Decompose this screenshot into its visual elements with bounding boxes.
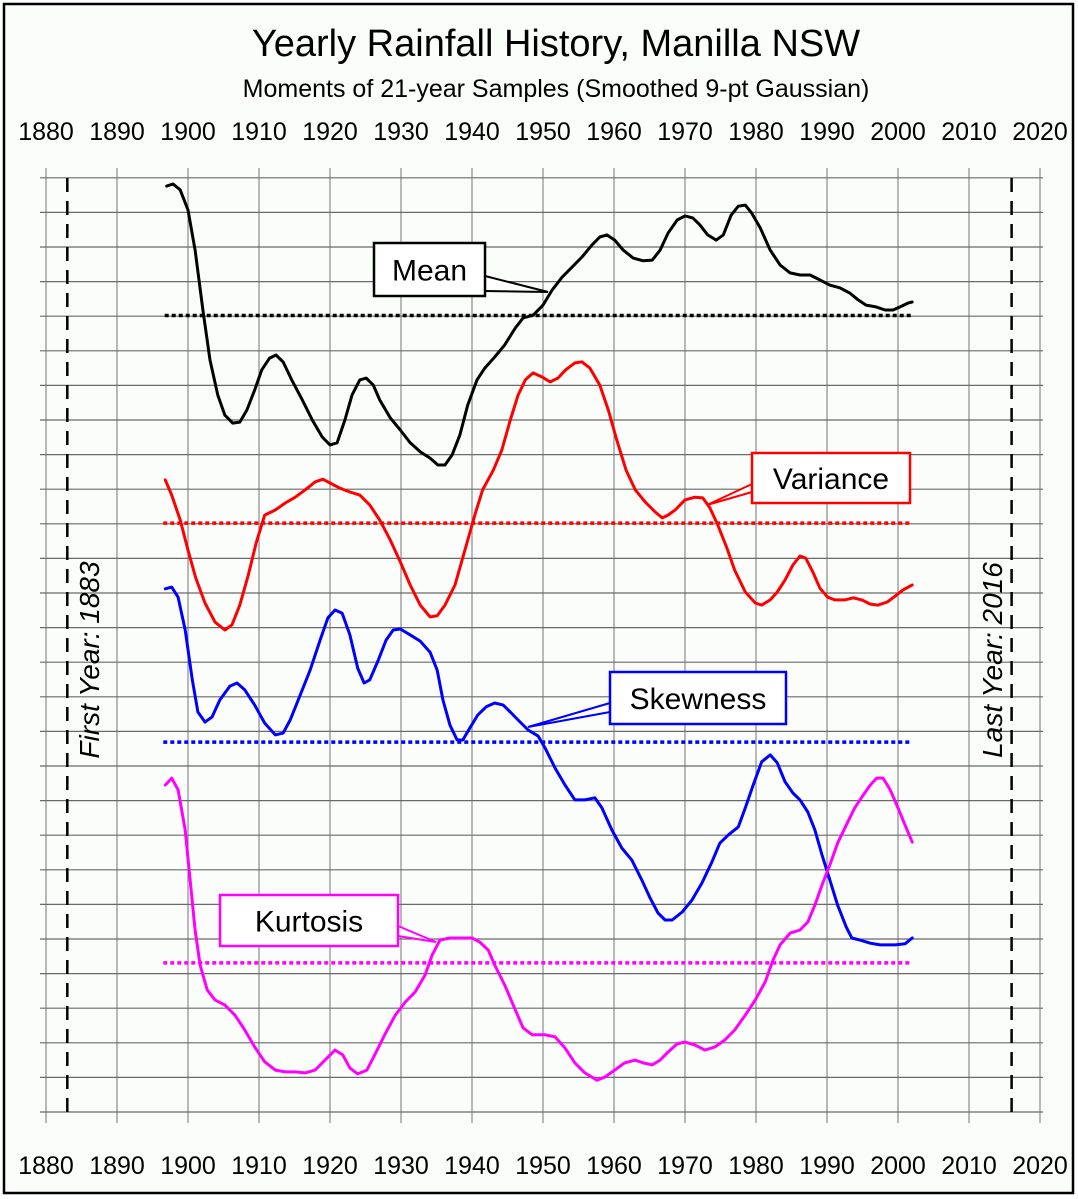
- variance-label: Variance: [773, 463, 889, 496]
- x-tick-label: 2000: [870, 1152, 926, 1180]
- year-markers: [66, 178, 1013, 1112]
- x-tick-label: 2020: [1012, 118, 1068, 146]
- x-tick-label: 1950: [515, 1152, 571, 1180]
- x-tick-label: 1930: [373, 118, 429, 146]
- x-tick-label: 1950: [515, 118, 571, 146]
- x-tick-label: 2020: [1012, 1152, 1068, 1180]
- x-tick-label: 1900: [160, 118, 216, 146]
- x-ticks-bottom: 1880 1890 1900 1910 1920 1930 1940 1950 1960 1970…: [18, 1152, 1068, 1180]
- x-tick-label: 1960: [586, 1152, 642, 1180]
- x-tick-label: 1960: [586, 118, 642, 146]
- skewness-label: Skewness: [630, 683, 767, 716]
- kurtosis-callout-pointer: [397, 925, 437, 943]
- kurtosis-callout-box: [218, 893, 400, 948]
- mean-label: Mean: [392, 255, 467, 288]
- x-tick-label: 1910: [231, 1152, 287, 1180]
- skewness-callout-pointer: [527, 702, 611, 728]
- skewness-callout: Skewness: [527, 670, 788, 728]
- x-tick-label: 1920: [302, 118, 358, 146]
- x-tick-label: 1980: [728, 1152, 784, 1180]
- kurtosis-label: Kurtosis: [255, 906, 363, 939]
- first-year-label: First Year: 1883: [74, 561, 105, 759]
- x-tick-label: 1890: [89, 1152, 145, 1180]
- variance-line: [163, 360, 914, 632]
- variance-callout: Variance: [706, 451, 912, 506]
- grid: [40, 168, 1043, 1123]
- x-tick-label: 1880: [18, 1152, 74, 1180]
- x-tick-label: 2010: [941, 118, 997, 146]
- x-tick-label: 1880: [18, 118, 74, 146]
- x-tick-label: 1990: [799, 118, 855, 146]
- x-tick-label: 1920: [302, 1152, 358, 1180]
- x-tick-label: 1940: [444, 1152, 500, 1180]
- last-year-label: Last Year: 2016: [977, 562, 1008, 758]
- x-tick-label: 1900: [160, 1152, 216, 1180]
- x-tick-label: 1970: [657, 118, 713, 146]
- x-tick-label: 1970: [657, 1152, 713, 1180]
- x-ticks-top: 1880 1890 1900 1910 1920 1930 1940 1950 1960 1970…: [18, 118, 1068, 146]
- skewness-callout-box: [608, 670, 788, 726]
- x-tick-label: 1890: [89, 118, 145, 146]
- mean-line: [165, 182, 914, 467]
- x-tick-label: 2000: [870, 118, 926, 146]
- series-callouts: Mean Variance Skewness Kurtosis: [218, 241, 912, 948]
- variance-callout-pointer: [706, 483, 753, 506]
- x-tick-label: 1910: [231, 118, 287, 146]
- mean-callout-pointer: [484, 275, 549, 293]
- x-tick-label: 2010: [941, 1152, 997, 1180]
- skewness-line: [163, 585, 914, 947]
- x-tick-label: 1980: [728, 118, 784, 146]
- kurtosis-line: [163, 776, 914, 1082]
- x-tick-label: 1940: [444, 118, 500, 146]
- kurtosis-callout: Kurtosis: [218, 893, 437, 948]
- chart-title: Yearly Rainfall History, Manilla NSW: [252, 23, 860, 65]
- chart-subtitle: Moments of 21-year Samples (Smoothed 9-p…: [243, 75, 870, 103]
- mean-callout: Mean: [372, 241, 549, 298]
- x-tick-label: 1930: [373, 1152, 429, 1180]
- series-group: [163, 182, 914, 1082]
- x-tick-label: 1990: [799, 1152, 855, 1180]
- variance-callout-box: [750, 451, 912, 505]
- mean-callout-box: [372, 241, 487, 298]
